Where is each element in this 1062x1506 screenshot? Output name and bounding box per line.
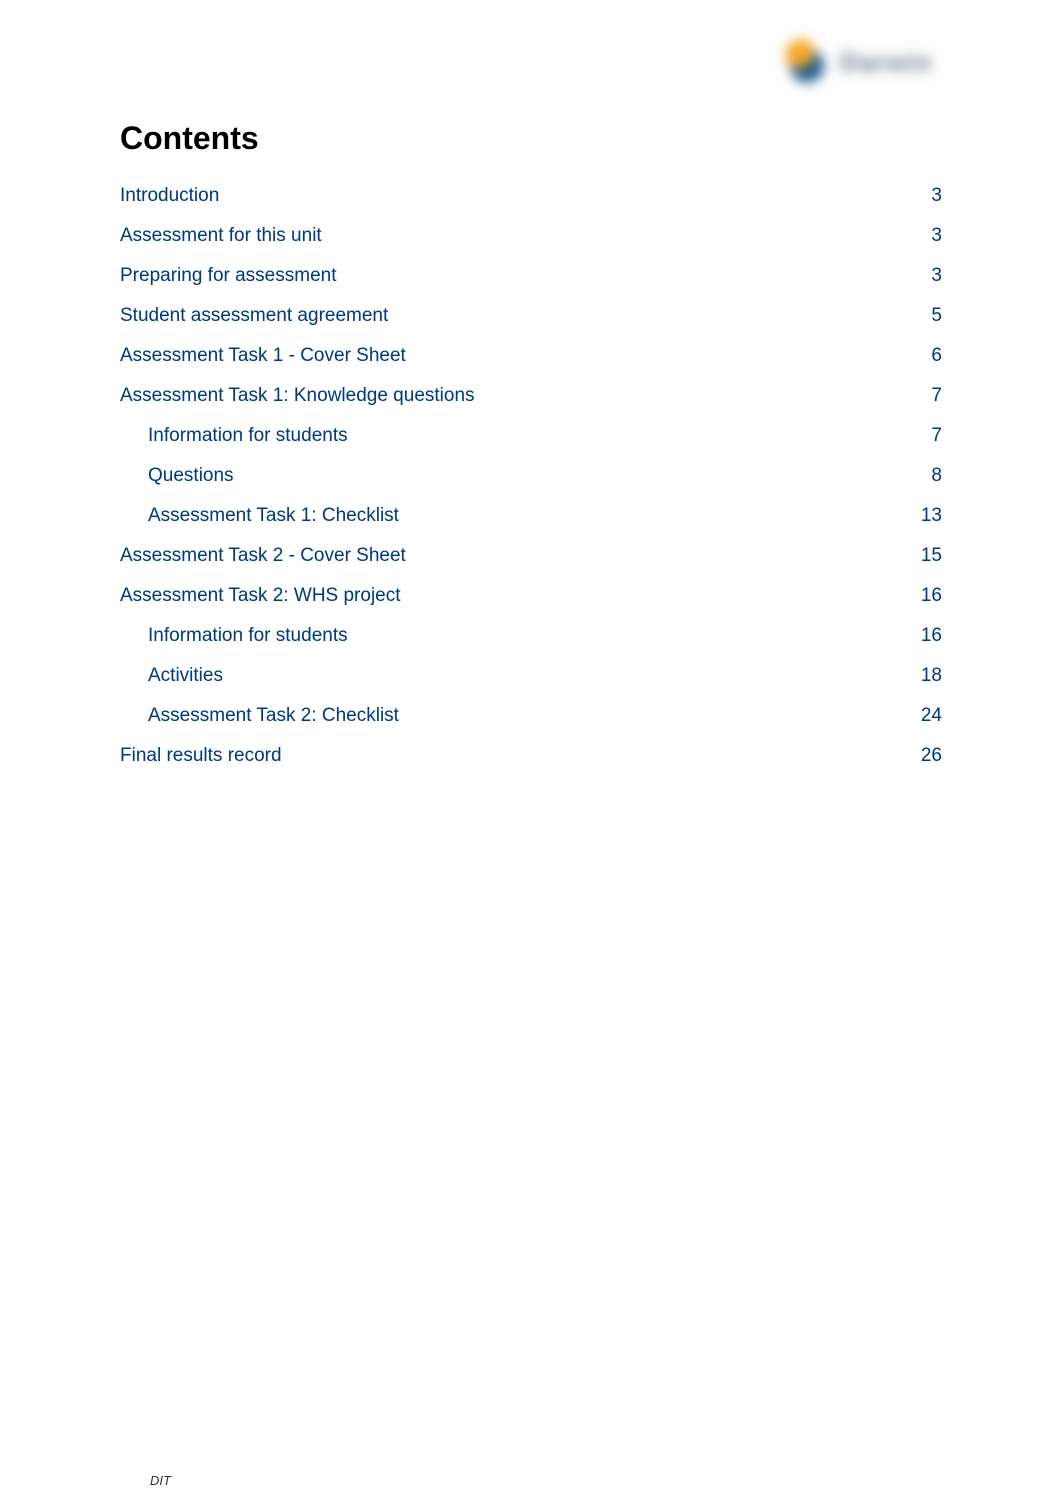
toc-item[interactable]: Student assessment agreement 5 xyxy=(120,305,942,327)
toc-item[interactable]: Introduction 3 xyxy=(120,185,942,207)
toc-item[interactable]: Questions 8 xyxy=(120,465,942,487)
toc-item-label: Introduction xyxy=(120,185,219,207)
toc-item-page: 24 xyxy=(921,705,942,727)
toc-item-label: Final results record xyxy=(120,745,282,767)
toc-item-page: 13 xyxy=(921,505,942,527)
logo-text: Darwin xyxy=(840,47,933,78)
document-page: Darwin Contents Introduction3Assessment … xyxy=(0,0,1062,1506)
contents-title: Contents xyxy=(120,120,942,157)
toc-item[interactable]: Preparing for assessment 3 xyxy=(120,265,942,287)
toc-item-label: Assessment for this unit xyxy=(120,225,322,247)
toc-item[interactable]: Information for students 16 xyxy=(120,625,942,647)
toc-item-page: 8 xyxy=(931,465,942,487)
toc-item-page: 16 xyxy=(921,625,942,647)
toc-item[interactable]: Assessment Task 2: Checklist 24 xyxy=(120,705,942,727)
logo-icon xyxy=(782,38,832,88)
toc-item-page: 18 xyxy=(921,665,942,687)
toc-item[interactable]: Assessment Task 1: Checklist 13 xyxy=(120,505,942,527)
toc-item-label: Assessment Task 1: Checklist xyxy=(148,505,399,527)
toc-item[interactable]: Assessment for this unit 3 xyxy=(120,225,942,247)
toc-item-page: 3 xyxy=(931,265,942,287)
toc-item-label: Assessment Task 1: Knowledge questions xyxy=(120,385,475,407)
toc-item-label: Information for students xyxy=(148,625,348,647)
toc-item[interactable]: Final results record 26 xyxy=(120,745,942,767)
toc-item[interactable]: Assessment Task 2: WHS project 16 xyxy=(120,585,942,607)
toc-item-page: 16 xyxy=(921,585,942,607)
toc-item-label: Questions xyxy=(148,465,234,487)
toc-item-page: 7 xyxy=(931,425,942,447)
toc-item-page: 3 xyxy=(931,185,942,207)
toc-item-page: 3 xyxy=(931,225,942,247)
footer-text: DIT xyxy=(150,1473,171,1488)
toc-item-label: Information for students xyxy=(148,425,348,447)
toc-item-page: 6 xyxy=(931,345,942,367)
toc-item-label: Assessment Task 2: WHS project xyxy=(120,585,401,607)
toc-item-label: Assessment Task 2 - Cover Sheet xyxy=(120,545,406,567)
toc-item-label: Assessment Task 2: Checklist xyxy=(148,705,399,727)
toc-item-label: Activities xyxy=(148,665,223,687)
toc-item-label: Preparing for assessment xyxy=(120,265,337,287)
table-of-contents: Introduction3Assessment for this unit3Pr… xyxy=(120,185,942,767)
toc-item-page: 5 xyxy=(931,305,942,327)
toc-item-page: 7 xyxy=(931,385,942,407)
company-logo: Darwin xyxy=(782,30,982,95)
toc-item-page: 15 xyxy=(921,545,942,567)
toc-item[interactable]: Information for students 7 xyxy=(120,425,942,447)
toc-item-label: Student assessment agreement xyxy=(120,305,388,327)
toc-item[interactable]: Assessment Task 2 - Cover Sheet 15 xyxy=(120,545,942,567)
toc-item-label: Assessment Task 1 - Cover Sheet xyxy=(120,345,406,367)
toc-item-page: 26 xyxy=(921,745,942,767)
toc-item[interactable]: Activities 18 xyxy=(120,665,942,687)
toc-item[interactable]: Assessment Task 1 - Cover Sheet 6 xyxy=(120,345,942,367)
toc-item[interactable]: Assessment Task 1: Knowledge questions 7 xyxy=(120,385,942,407)
